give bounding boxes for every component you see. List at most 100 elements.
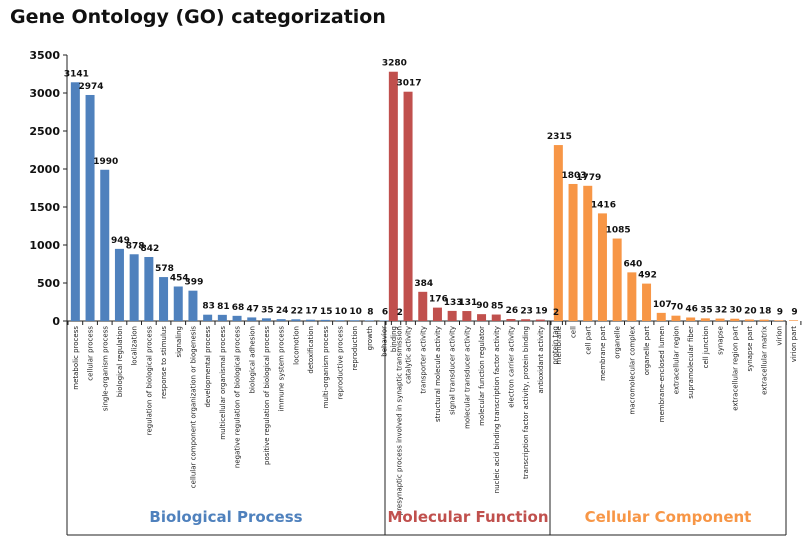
data-label: 10 xyxy=(335,307,348,317)
bar xyxy=(173,286,183,321)
category-label: binding xyxy=(390,326,398,352)
data-label: 83 xyxy=(202,302,215,312)
data-label: 2315 xyxy=(547,132,572,142)
bar xyxy=(188,290,198,321)
bar xyxy=(114,248,124,321)
y-tick-label: 3500 xyxy=(29,49,60,62)
data-label: 35 xyxy=(700,305,713,315)
category-label: synapse xyxy=(717,326,725,355)
category-label: cellular process xyxy=(87,326,95,381)
data-label: 24 xyxy=(276,306,289,316)
data-label: 1779 xyxy=(576,173,601,183)
bar xyxy=(232,315,242,321)
category-label: behavior xyxy=(381,326,389,357)
chart-category-labels: metabolic process cellular process single-… xyxy=(72,326,798,516)
category-label: response to stimulus xyxy=(160,326,168,399)
data-label: 15 xyxy=(320,307,333,317)
bar xyxy=(789,320,799,321)
data-label: 949 xyxy=(111,236,130,246)
data-label: 18 xyxy=(759,307,772,317)
bar xyxy=(477,314,487,321)
data-label: 3280 xyxy=(382,59,407,69)
bar xyxy=(418,291,428,321)
chart-bars xyxy=(70,71,799,321)
category-label: locomotion xyxy=(292,326,300,365)
data-label: 17 xyxy=(305,307,318,317)
bar xyxy=(291,319,301,321)
data-label: 1416 xyxy=(591,200,616,210)
data-label: 640 xyxy=(623,259,642,269)
category-label: transcription factor activity, protein b… xyxy=(522,326,530,479)
bar xyxy=(744,319,754,321)
category-label: molecular transducer activity xyxy=(463,326,471,429)
category-label: cell junction xyxy=(702,326,710,368)
data-label: 23 xyxy=(520,306,533,316)
bar xyxy=(320,319,330,321)
category-label: multicellular organismal process xyxy=(219,326,227,440)
category-label: localization xyxy=(131,326,139,366)
data-label: 2974 xyxy=(79,82,104,92)
data-label: 454 xyxy=(170,273,189,283)
y-tick-label: 500 xyxy=(37,277,60,290)
chart-title: Gene Ontology (GO) categorization xyxy=(10,6,386,28)
category-label: catalytic activity xyxy=(405,326,413,384)
data-label: 492 xyxy=(638,271,657,281)
data-label: 1803 xyxy=(562,171,587,181)
category-label: reproductive process xyxy=(336,326,344,400)
y-tick-label: 2000 xyxy=(29,163,60,176)
bar xyxy=(388,71,398,321)
data-label: 6 xyxy=(382,308,388,318)
bar xyxy=(553,145,563,321)
category-label: cellular component organization or bioge… xyxy=(189,326,197,489)
category-label: negative regulation of biological proces… xyxy=(234,326,242,468)
category-label: membrane xyxy=(555,326,563,364)
category-label: membrane part xyxy=(599,326,607,381)
bar xyxy=(350,320,360,321)
data-label: 842 xyxy=(140,244,159,254)
category-label: extracellular region part xyxy=(731,326,739,411)
bar xyxy=(535,319,545,321)
data-label: 878 xyxy=(126,241,145,251)
data-label: 2 xyxy=(553,308,559,318)
group-label: Biological Process xyxy=(149,508,302,526)
category-label: multi-organism process xyxy=(322,326,330,409)
bar xyxy=(247,317,257,321)
bar xyxy=(306,319,316,321)
y-tick-label: 2500 xyxy=(29,125,60,138)
data-label: 399 xyxy=(185,278,204,288)
bar xyxy=(612,238,622,321)
bar xyxy=(261,318,271,321)
category-label: nucleic acid binding transcription facto… xyxy=(493,326,501,493)
category-label: growth xyxy=(366,326,374,350)
category-label: molecular function regulator xyxy=(478,326,486,426)
bar xyxy=(159,277,169,321)
category-label: organelle xyxy=(614,326,622,359)
chart-group-labels: Biological Process Molecular Function Cell… xyxy=(149,508,751,526)
category-label: biological adhesion xyxy=(248,326,256,393)
group-label: Molecular Function xyxy=(387,508,548,526)
bar xyxy=(774,320,784,321)
bar xyxy=(70,82,80,321)
bar xyxy=(583,185,593,321)
category-label: transporter activity xyxy=(419,326,427,394)
category-label: virion xyxy=(775,326,783,346)
data-label: 26 xyxy=(506,306,519,316)
data-label: 384 xyxy=(414,279,433,289)
data-label: 578 xyxy=(155,264,174,274)
category-label: signal transducer activity xyxy=(449,326,457,415)
category-label: metabolic process xyxy=(72,326,80,390)
data-label: 70 xyxy=(671,303,684,313)
category-label: detoxification xyxy=(307,326,315,374)
bar xyxy=(462,311,472,321)
bar xyxy=(642,283,652,321)
bar xyxy=(506,319,516,321)
bar xyxy=(491,314,501,321)
data-label: 9 xyxy=(791,307,797,317)
bar xyxy=(568,183,578,321)
category-label: organelle part xyxy=(643,326,651,376)
data-label: 1990 xyxy=(93,157,118,167)
data-label: 30 xyxy=(729,306,742,316)
category-label: regulation of biological process xyxy=(145,326,153,436)
group-label: Cellular Component xyxy=(585,508,752,526)
